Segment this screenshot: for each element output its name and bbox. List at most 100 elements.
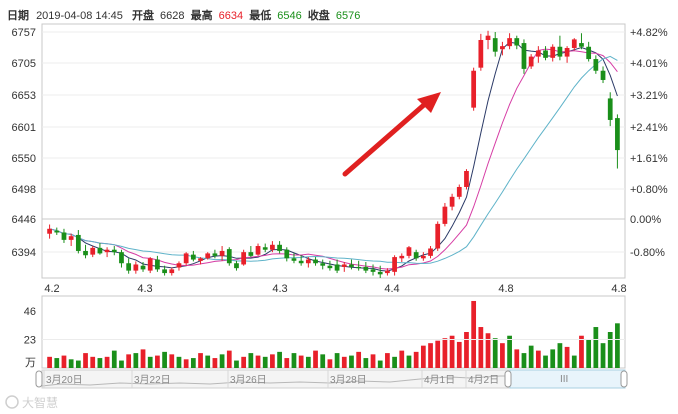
volume-bar <box>456 341 462 368</box>
date-label: 日期 <box>7 8 29 22</box>
candle-body <box>399 255 405 259</box>
volume-bar <box>320 354 326 368</box>
ma5-line <box>49 41 618 272</box>
candle-body <box>234 263 239 269</box>
price-tick-label: 6757 <box>12 27 36 39</box>
navigator-grip[interactable]: III <box>560 374 568 385</box>
x-tick-label: 4.2 <box>44 283 59 295</box>
volume-bar <box>449 335 455 368</box>
candle-body <box>90 247 96 255</box>
candle-body <box>248 252 254 256</box>
volume-bar <box>464 332 469 368</box>
volume-bar <box>327 359 333 368</box>
navigator-date-labels: 3月20日 3月22日 3月26日 3月28日 4月1日 4月2日 <box>43 370 499 388</box>
volume-bar <box>514 349 520 368</box>
x-tick-label: 4.8 <box>498 283 513 295</box>
candle-body <box>492 38 498 52</box>
candle-body <box>420 255 426 259</box>
volume-bar <box>385 353 390 368</box>
candle-body <box>140 265 146 270</box>
volume-bar <box>370 354 376 368</box>
volume-bar <box>406 355 412 368</box>
navigator-date-label: 3月28日 <box>330 374 367 386</box>
volume-bar <box>270 354 275 368</box>
volume-bar <box>399 350 405 368</box>
navigator-start-handle[interactable] <box>35 370 43 388</box>
volume-panel-frame <box>41 295 626 369</box>
volume-bar <box>507 335 512 368</box>
volume-bar <box>521 353 527 368</box>
watermark-logo-icon <box>5 395 19 409</box>
candle-body <box>406 247 412 256</box>
candle-body <box>442 206 448 224</box>
candle-body <box>607 98 613 120</box>
volume-bar <box>61 355 67 368</box>
candle-body <box>521 43 527 69</box>
volume-bar <box>83 353 88 368</box>
candle-body <box>500 46 505 50</box>
volume-bar <box>377 360 383 368</box>
volume-bar <box>111 350 117 368</box>
volume-bar <box>492 338 498 368</box>
navigator-left-handle[interactable] <box>504 370 512 388</box>
percent-axis: +4.82% +4.01% +3.21% +2.41% +1.61% +0.80% 0.00… <box>630 27 668 259</box>
candle-body <box>183 253 189 264</box>
open-value: 6628 <box>160 10 184 22</box>
volume-bar <box>571 355 577 368</box>
navigator-right-handle[interactable] <box>620 370 628 388</box>
percent-tick-label: +0.80% <box>630 184 668 196</box>
trend-arrow <box>342 92 441 177</box>
volume-tick-label: 46 <box>24 306 36 318</box>
percent-tick-label: 0.00% <box>630 214 661 226</box>
candle-body <box>586 46 592 60</box>
volume-bar <box>349 355 354 368</box>
candle-body <box>241 252 247 265</box>
low-label: 最低 <box>249 8 271 22</box>
candle-body <box>262 247 268 250</box>
navigator-date-label: 4月1日 <box>424 374 455 386</box>
volume-bar <box>334 353 340 368</box>
candle-body <box>169 269 175 274</box>
candle-body <box>176 263 182 268</box>
candle-body <box>593 59 599 71</box>
x-tick-label: 4.3 <box>137 283 152 295</box>
volume-bar <box>226 350 232 368</box>
candle-body <box>363 266 369 271</box>
candle-body <box>226 249 232 264</box>
volume-bar <box>90 356 96 368</box>
high-value: 6634 <box>219 10 243 22</box>
navigator-date-label: 3月26日 <box>230 374 267 386</box>
volume-bar <box>413 351 419 368</box>
volume-bar <box>356 351 362 368</box>
volume-bar <box>47 356 52 368</box>
candle-body <box>341 264 347 267</box>
close-label: 收盘 <box>308 8 330 22</box>
price-axis: 6757 6705 6653 6601 6550 6498 6446 6394 <box>12 27 36 259</box>
volume-bar <box>291 353 297 368</box>
volume-bar <box>219 354 225 368</box>
volume-bar <box>147 356 153 368</box>
range-navigator[interactable]: III 3月20日 3月22日 3月26日 3月28日 4月1日 4月2日 <box>35 369 628 389</box>
volume-bar <box>104 356 110 368</box>
open-label: 开盘 <box>132 8 154 22</box>
moving-average-lines <box>49 41 618 272</box>
candle-body <box>47 228 52 234</box>
candle-body <box>456 186 462 197</box>
x-tick-label: 4.3 <box>272 283 287 295</box>
volume-bar <box>248 353 254 368</box>
candle-body <box>198 258 203 261</box>
candle-body <box>147 258 153 271</box>
candle-body <box>478 39 484 68</box>
watermark-text: 大智慧 <box>22 395 58 410</box>
volume-bar <box>615 323 620 368</box>
price-tick-label: 6394 <box>12 247 36 259</box>
price-tick-label: 6550 <box>12 153 36 165</box>
percent-tick-label: +2.41% <box>630 122 668 134</box>
navigator-sparkline <box>41 375 510 387</box>
candlestick-series <box>47 30 620 278</box>
candle-body <box>615 118 620 151</box>
candle-body <box>471 70 477 108</box>
volume-bar <box>183 359 189 368</box>
candle-body <box>514 38 520 46</box>
volume-bar <box>68 359 74 368</box>
